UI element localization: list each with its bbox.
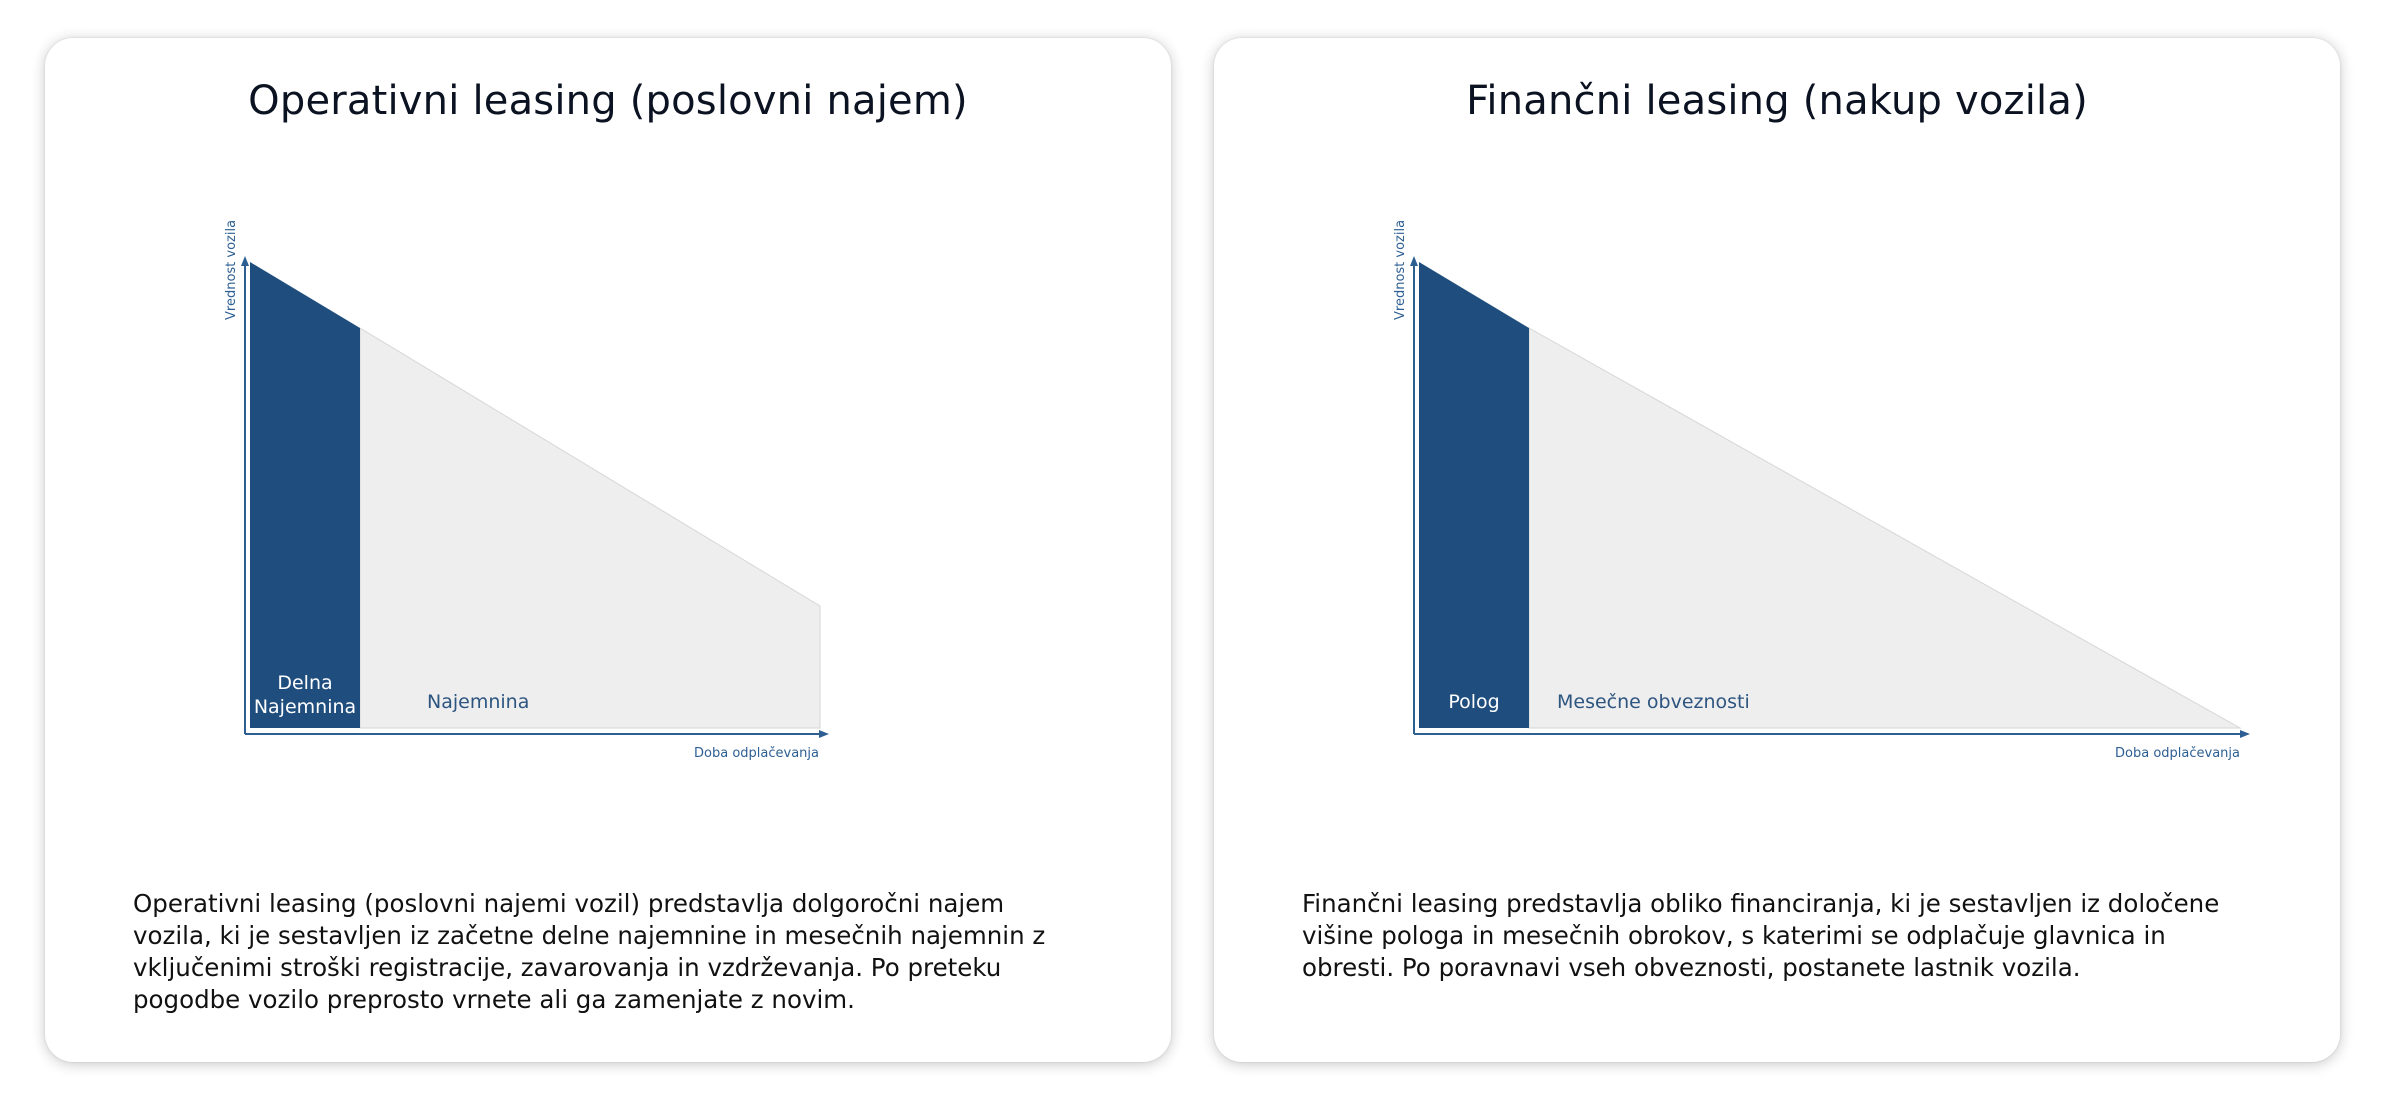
- down-payment-label: Polog: [1448, 691, 1499, 713]
- x-axis-label: Doba odplačevanja: [2115, 746, 2240, 761]
- x-axis-arrow: [2240, 730, 2250, 738]
- y-axis-arrow: [1410, 256, 1418, 266]
- operating-leasing-diagram: Vrednost vozila Doba odplačevanja Delna …: [224, 220, 829, 761]
- partial-rent-label-line2: Najemnina: [254, 696, 356, 718]
- financial-leasing-diagram: Vrednost vozila Doba odplačevanja Polog …: [1393, 220, 2250, 761]
- partial-rent-label-line1: Delna: [277, 672, 332, 694]
- down-payment-area: [1419, 262, 1529, 728]
- y-axis-label: Vrednost vozila: [224, 220, 239, 320]
- y-axis-arrow: [241, 256, 249, 266]
- monthly-obligations-label: Mesečne obveznosti: [1557, 691, 1750, 713]
- operating-leasing-card: Operativni leasing (poslovni najem) Vred…: [45, 38, 1171, 1062]
- partial-rent-area: [250, 262, 360, 728]
- x-axis-label: Doba odplačevanja: [694, 746, 819, 761]
- rent-area: [359, 327, 821, 729]
- financial-leasing-card: Finančni leasing (nakup vozila) Vrednost…: [1214, 38, 2340, 1062]
- card-title: Finančni leasing (nakup vozila): [1466, 78, 2088, 124]
- card-description: Operativni leasing (poslovni najemi vozi…: [133, 889, 1046, 1014]
- card-description: Finančni leasing predstavlja obliko fina…: [1302, 889, 2220, 982]
- x-axis-arrow: [819, 730, 829, 738]
- rent-label: Najemnina: [427, 691, 529, 713]
- y-axis-label: Vrednost vozila: [1393, 220, 1408, 320]
- monthly-obligations-area: [1528, 327, 2242, 729]
- card-title: Operativni leasing (poslovni najem): [248, 78, 968, 124]
